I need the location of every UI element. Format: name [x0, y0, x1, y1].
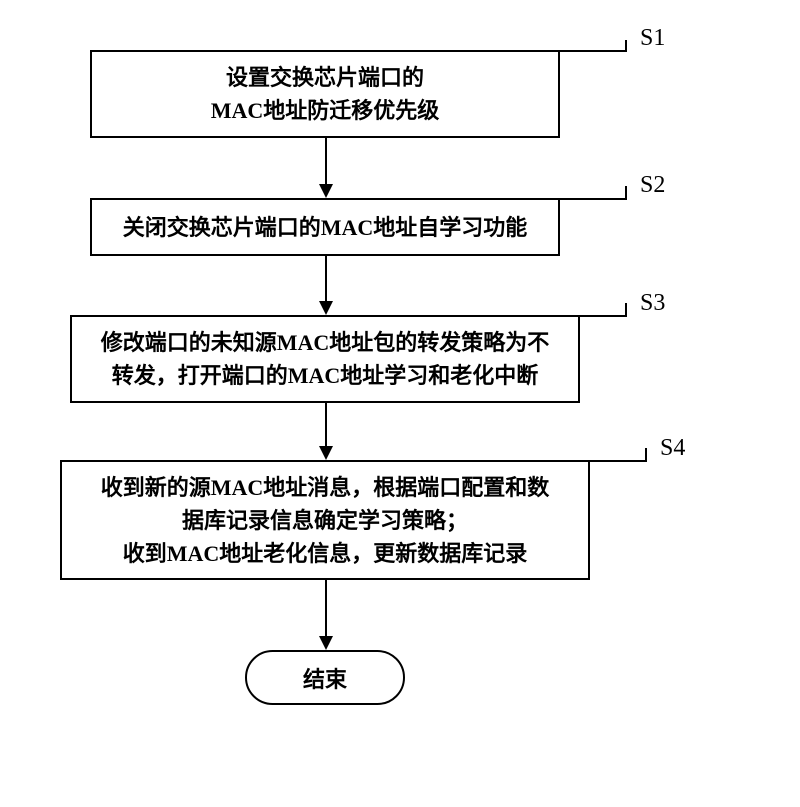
step-s1-text-line1: 设置交换芯片端口的 — [226, 65, 424, 90]
s4-label-vline — [645, 448, 647, 462]
connector-s4-end — [325, 580, 327, 638]
s2-label-hline — [560, 198, 625, 200]
step-s4-text-line3: 收到MAC地址老化信息，更新数据库记录 — [123, 541, 528, 566]
arrow-s1-s2 — [319, 184, 333, 198]
arrow-s2-s3 — [319, 301, 333, 315]
s2-label-vline — [625, 186, 627, 200]
s1-label-hline — [560, 50, 625, 52]
step-s4-box: 收到新的源MAC地址消息，根据端口配置和数 据库记录信息确定学习策略； 收到MA… — [60, 460, 590, 580]
connector-s3-s4 — [325, 403, 327, 448]
step-s2-text-line1: 关闭交换芯片端口的MAC地址自学习功能 — [123, 211, 528, 244]
step-s1-label: S1 — [640, 25, 665, 52]
connector-s1-s2 — [325, 138, 327, 186]
step-s4-text-line1: 收到新的源MAC地址消息，根据端口配置和数 — [101, 475, 550, 500]
s4-label-hline — [590, 460, 645, 462]
step-s1-box: 设置交换芯片端口的 MAC地址防迁移优先级 — [90, 50, 560, 138]
flowchart-container: 设置交换芯片端口的 MAC地址防迁移优先级 S1 关闭交换芯片端口的MAC地址自… — [0, 0, 800, 807]
s3-label-hline — [580, 315, 625, 317]
arrow-s4-end — [319, 636, 333, 650]
arrow-s3-s4 — [319, 446, 333, 460]
step-s3-text-line1: 修改端口的未知源MAC地址包的转发策略为不 — [101, 330, 550, 355]
step-s4-text-line2: 据库记录信息确定学习策略； — [182, 508, 468, 533]
terminator-end: 结束 — [245, 650, 405, 705]
s1-label-vline — [625, 40, 627, 52]
step-s2-label: S2 — [640, 172, 665, 199]
step-s1-text-line2: MAC地址防迁移优先级 — [211, 98, 440, 123]
step-s3-label: S3 — [640, 290, 665, 317]
step-s3-box: 修改端口的未知源MAC地址包的转发策略为不 转发，打开端口的MAC地址学习和老化… — [70, 315, 580, 403]
s3-label-vline — [625, 303, 627, 317]
step-s3-text-line2: 转发，打开端口的MAC地址学习和老化中断 — [112, 363, 539, 388]
terminator-text: 结束 — [303, 662, 347, 694]
step-s2-box: 关闭交换芯片端口的MAC地址自学习功能 — [90, 198, 560, 256]
connector-s2-s3 — [325, 256, 327, 303]
step-s4-label: S4 — [660, 435, 685, 462]
